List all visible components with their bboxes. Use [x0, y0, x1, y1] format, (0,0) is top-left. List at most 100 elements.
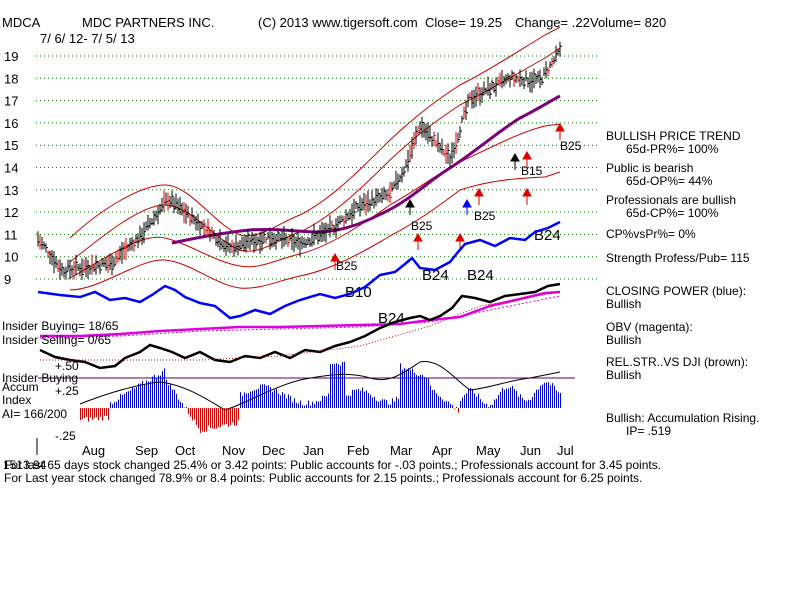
price-bars: [37, 41, 562, 280]
month-label-may: May: [476, 443, 501, 458]
blue-arrows: [462, 198, 472, 215]
signal-b24-apr2: B24: [467, 267, 494, 284]
month-label-jun: Jun: [520, 443, 541, 458]
accum-bar: [356, 389, 357, 408]
y-tick-9: 9: [4, 272, 11, 287]
accum-bar: [532, 396, 533, 408]
accum-bar: [432, 390, 433, 408]
obv-line: [40, 290, 561, 338]
accum-bar: [104, 408, 105, 416]
cp-vs-pr: CP%vsPr%= 0%: [606, 227, 696, 241]
month-label-jul: Jul: [557, 443, 574, 458]
accum-bar: [144, 384, 145, 408]
accum-bar: [424, 377, 425, 408]
relative-strength-ma: [40, 291, 561, 361]
accum-bar: [112, 404, 113, 408]
accum-bar: [488, 407, 489, 408]
accum-bar: [240, 392, 241, 408]
ip-minus25: -.25: [55, 429, 76, 443]
y-tick-13: 13: [4, 183, 18, 198]
lower-band-outer: [69, 171, 561, 291]
accum-bar: [94, 408, 95, 418]
accum-bar: [272, 391, 273, 408]
accum-bar: [290, 396, 291, 408]
accum-bar: [306, 404, 307, 408]
accum-bar: [260, 384, 261, 408]
ai-label: AI= 166/200: [2, 407, 67, 421]
accum-bar: [334, 364, 335, 408]
accum-bar: [178, 399, 179, 408]
relstr-label: REL.STR..VS DJI (brown):: [606, 355, 748, 369]
relstr-value: Bullish: [606, 368, 641, 382]
accum-bar: [346, 395, 347, 408]
accum-bar: [266, 385, 267, 408]
accum-bar: [192, 408, 193, 421]
accum-bar: [500, 391, 501, 408]
accum-bar: [462, 397, 463, 408]
accum-bar: [170, 383, 171, 408]
month-axis: Aug Sep Oct Nov Dec Jan Feb Mar Apr May Jun Jul: [82, 443, 574, 458]
accum-bar: [326, 396, 327, 408]
signal-b24-jun: B24: [534, 227, 561, 244]
accum-bar: [322, 395, 323, 408]
index-label: Index: [2, 393, 31, 407]
accum-bar: [210, 408, 211, 428]
accum-bar: [528, 399, 529, 408]
accum-bar: [412, 368, 413, 408]
accum-bar: [302, 405, 303, 408]
accum-bar: [454, 408, 455, 409]
accum-bar: [182, 403, 183, 408]
accum-bar: [312, 401, 313, 408]
accum-bar: [176, 393, 177, 408]
accum-bar: [336, 363, 337, 408]
signal-arrows: [330, 122, 565, 270]
accum-bar: [226, 408, 227, 424]
accum-bar: [360, 390, 361, 408]
accum-bar: [224, 408, 225, 425]
change-value: Change= .22: [515, 15, 590, 30]
accum-bar: [278, 393, 279, 408]
accum-bar: [288, 394, 289, 408]
accum-bar: [490, 404, 491, 408]
accum-bar: [464, 394, 465, 408]
accum-bar: [190, 408, 191, 417]
accum-bar: [440, 397, 441, 408]
accum-bar: [106, 408, 107, 416]
accum-bar: [220, 408, 221, 428]
accum-bar: [430, 385, 431, 408]
accum-bar: [108, 408, 109, 420]
month-label-apr: Apr: [432, 443, 453, 458]
accum-bar: [196, 408, 197, 425]
accum-index-bars: [80, 361, 561, 433]
accum-bar: [138, 383, 139, 408]
accum-bar: [262, 384, 263, 408]
accum-bar: [492, 404, 493, 408]
accum-bar: [552, 383, 553, 408]
accum-bar: [82, 408, 83, 419]
accum-bar: [84, 408, 85, 418]
signal-b24-mar: B24: [378, 310, 405, 327]
moving-average: [171, 94, 561, 245]
accum-bar: [502, 387, 503, 408]
month-label-aug: Aug: [82, 443, 105, 458]
accum-bar: [546, 382, 547, 408]
accum-bar: [180, 401, 181, 408]
y-tick-11: 11: [4, 227, 18, 242]
accum-bar: [558, 392, 559, 408]
lower-band-inner: [69, 123, 561, 279]
accum-bar: [80, 408, 81, 421]
accum-bar: [390, 404, 391, 408]
accum-bar: [296, 402, 297, 408]
accum-ma: [79, 361, 561, 411]
month-label-feb: Feb: [347, 443, 369, 458]
accum-bar: [350, 395, 351, 408]
accum-bar: [164, 368, 165, 408]
accum-bar: [258, 388, 259, 408]
accum-bar: [396, 396, 397, 408]
accum-bar: [168, 385, 169, 408]
accum-bar: [414, 372, 415, 408]
closing-power-line: [37, 220, 561, 320]
accum-bar: [256, 389, 257, 408]
accum-bar: [134, 388, 135, 408]
accum-bar: [114, 402, 115, 408]
